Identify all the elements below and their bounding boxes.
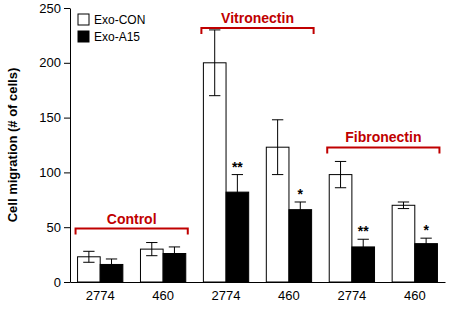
- legend-item: Exo-CON: [78, 13, 145, 27]
- y-tick-mark: [64, 8, 70, 9]
- legend-label: Exo-CON: [94, 13, 145, 27]
- y-tick-label: 100: [39, 165, 61, 180]
- y-tick-label: 250: [39, 1, 61, 16]
- y-tick: 250: [39, 1, 70, 16]
- legend-label: Exo-A15: [94, 30, 140, 44]
- y-axis-title: Cell migration (# of cells): [5, 68, 20, 223]
- significance: **: [232, 159, 243, 175]
- error-bar: [169, 247, 180, 260]
- group-bracket: [327, 147, 439, 153]
- x-tick: 460: [278, 288, 300, 303]
- error-bar: [209, 30, 220, 96]
- error-bar: [358, 239, 369, 254]
- significance: *: [423, 222, 429, 238]
- legend-swatch: [78, 14, 89, 25]
- x-tick-label: 2774: [212, 288, 241, 303]
- x-tick: 2774: [86, 288, 115, 303]
- y-axis: 0 50 100 150 200 250: [39, 1, 70, 290]
- x-tick: 460: [404, 288, 426, 303]
- x-axis-line: [71, 282, 446, 283]
- y-tick: 100: [39, 165, 70, 180]
- group-bracket: [201, 28, 313, 34]
- y-tick-mark: [64, 63, 70, 64]
- bar: [289, 210, 312, 282]
- y-tick-mark: [64, 227, 70, 228]
- error-bar: [146, 243, 157, 256]
- bar: [392, 205, 415, 282]
- y-tick-label: 0: [54, 275, 61, 290]
- y-tick: 50: [47, 220, 70, 235]
- chart: 050100150200250277446027744602774460****…: [0, 0, 452, 324]
- y-tick: 200: [39, 55, 70, 70]
- y-tick: 0: [54, 275, 70, 290]
- group-label: Control: [107, 211, 157, 227]
- x-tick: 2774: [212, 288, 241, 303]
- legend: Exo-CON Exo-A15: [78, 13, 145, 44]
- x-tick: 2774: [337, 288, 366, 303]
- x-tick-label: 2774: [86, 288, 115, 303]
- x-tick-label: 460: [152, 288, 174, 303]
- x-tick-label: 460: [278, 288, 300, 303]
- error-bar: [335, 161, 346, 187]
- bar: [329, 175, 352, 282]
- group-label: Vitronectin: [221, 10, 294, 26]
- y-tick-mark: [64, 118, 70, 119]
- y-tick-label: 150: [39, 110, 61, 125]
- x-tick-label: 460: [404, 288, 426, 303]
- significance: *: [298, 186, 304, 202]
- y-axis-line: [70, 9, 71, 283]
- error-bar: [232, 175, 243, 210]
- error-bar: [106, 259, 117, 270]
- y-tick-label: 200: [39, 55, 61, 70]
- error-bar: [295, 202, 306, 217]
- significance: **: [358, 223, 369, 239]
- y-tick: 150: [39, 110, 70, 125]
- x-axis: 2774 460 2774 460 2774 460: [71, 283, 446, 304]
- legend-item: Exo-A15: [78, 30, 140, 44]
- error-bar: [83, 251, 94, 262]
- y-tick-mark: [64, 172, 70, 173]
- group-label: Fibronectin: [345, 129, 421, 145]
- error-bar: [398, 202, 409, 209]
- error-bar: [420, 238, 431, 249]
- x-tick: 460: [152, 288, 174, 303]
- plot: 050100150200250277446027744602774460****…: [39, 1, 445, 304]
- bars: [78, 30, 438, 282]
- error-bar: [272, 120, 283, 175]
- group-bracket: [76, 229, 188, 235]
- y-tick-mark: [64, 282, 70, 283]
- x-tick-label: 2774: [337, 288, 366, 303]
- y-tick-label: 50: [47, 220, 61, 235]
- legend-swatch: [78, 31, 89, 42]
